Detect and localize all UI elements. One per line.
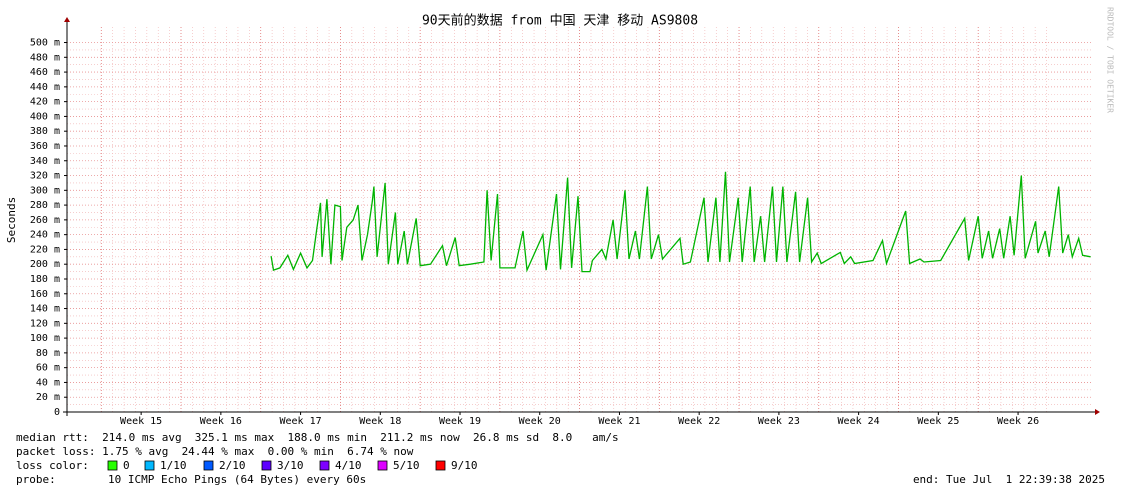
legend-label: 0 [123,459,130,472]
y-tick-label: 340 m [30,156,60,167]
probe-label: probe: [16,473,56,486]
y-tick-label: 240 m [30,230,60,241]
end-time: end: Tue Jul 1 22:39:38 2025 [913,473,1105,486]
x-tick-label: Week 18 [359,416,401,427]
y-tick-label: 120 m [30,318,60,329]
rtt-line [270,171,1091,273]
x-tick-label: Week 15 [120,416,162,427]
chart-title: 90天前的数据 from 中国 天津 移动 AS9808 [422,13,698,29]
x-tick-label: Week 19 [439,416,481,427]
loss-color-label: loss color: [16,459,89,472]
x-tick-label: Week 20 [519,416,561,427]
y-tick-label: 480 m [30,52,60,63]
y-tick-label: 360 m [30,141,60,152]
x-tick-label: Week 22 [678,416,720,427]
legend-swatch [261,460,272,471]
y-tick-label: 80 m [36,348,60,359]
y-tick-label: 60 m [36,363,60,374]
watermark: RRDTOOL / TOBI OETIKER [1106,7,1115,113]
legend-label: 1/10 [160,459,187,472]
y-tick-label: 460 m [30,67,60,78]
y-tick-label: 0 [54,407,60,418]
legend-swatch [319,460,330,471]
legend-label: 4/10 [335,459,362,472]
legend-swatch [144,460,155,471]
probe: 10 ICMP Echo Pings (64 Bytes) every 60s [108,473,366,486]
y-tick-label: 180 m [30,274,60,285]
y-tick-label: 20 m [36,392,60,403]
y-tick-label: 100 m [30,333,60,344]
x-tick-label: Week 26 [997,416,1039,427]
y-tick-label: 440 m [30,82,60,93]
x-tick-label: Week 25 [917,416,959,427]
x-tick-label: Week 17 [280,416,322,427]
y-tick-label: 260 m [30,215,60,226]
legend-label: 9/10 [451,459,478,472]
x-tick-label: Week 24 [838,416,880,427]
y-tick-label: 220 m [30,244,60,255]
y-tick-label: 280 m [30,200,60,211]
stats-line: packet loss: 1.75 % avg 24.44 % max 0.00… [16,445,414,458]
y-tick-label: 140 m [30,304,60,315]
stats-line: median rtt: 214.0 ms avg 325.1 ms max 18… [16,431,619,444]
y-tick-label: 400 m [30,111,60,122]
y-tick-label: 380 m [30,126,60,137]
legend-label: 5/10 [393,459,420,472]
legend-swatch [203,460,214,471]
y-tick-label: 300 m [30,185,60,196]
y-tick-label: 40 m [36,377,60,388]
y-tick-label: 160 m [30,289,60,300]
axis-arrow [64,17,70,22]
x-tick-label: Week 23 [758,416,800,427]
legend-label: 3/10 [277,459,304,472]
y-tick-label: 320 m [30,171,60,182]
legend-label: 2/10 [219,459,246,472]
axis-arrow [1095,409,1100,415]
legend-swatch [435,460,446,471]
y-tick-label: 200 m [30,259,60,270]
y-axis-label: Seconds [5,197,18,243]
y-tick-label: 420 m [30,97,60,108]
y-tick-label: 500 m [30,38,60,49]
legend-swatch [377,460,388,471]
x-tick-label: Week 21 [598,416,640,427]
legend-swatch [107,460,118,471]
x-tick-label: Week 16 [200,416,242,427]
